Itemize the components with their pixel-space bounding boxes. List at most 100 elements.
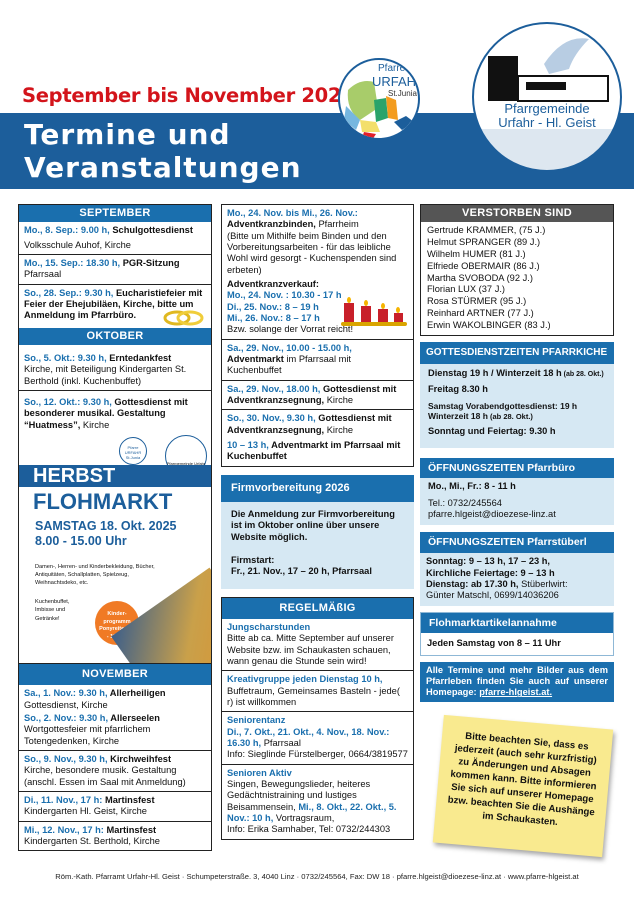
event-entry: Seniorentanz Di., 7. Okt., 21. Okt., 4. N… (222, 711, 413, 763)
pfarrgemeinde-hl-geist-logo: Pfarrgemeinde Urfahr - Hl. Geist (472, 22, 622, 172)
logo-text: St.Junia (388, 89, 417, 98)
schedule-note: (ab 28. Okt.) (487, 411, 533, 421)
event-entry: Jungscharstunden Bitte ab ca. Mitte Septe… (222, 619, 413, 670)
event-date: Mi., 12. Nov., 17 h: (24, 824, 104, 835)
schedule-line: Dienstag 19 h / Winterzeit 18 h (ab 28. … (428, 368, 606, 380)
event-date: Sa., 1. Nov.: 9.30 h, (24, 688, 108, 699)
office-phone: Tel.: 0732/245564 (428, 497, 502, 508)
contact-line: Günter Matschl, 0699/14036206 (426, 590, 559, 601)
schedule-line: Freitag 8.30 h (428, 384, 488, 395)
footer-address: Röm.-Kath. Pfarramt Urfahr-Hl. Geist · S… (55, 872, 579, 881)
pfarrbuero-section: ÖFFNUNGSZEITEN Pfarrbüro Mo., Mi., Fr.: … (420, 457, 614, 526)
event-entry: So., 12. Okt.: 9.30 h, Gottesdienst mit … (19, 390, 211, 433)
date-range-heading: September bis November 2025 (22, 84, 355, 107)
event-title: Adventkranzverkauf: (227, 278, 319, 289)
left-column: SEPTEMBER Mo., 8. Sep.: 9.00 h, Schulgot… (18, 204, 212, 852)
schedule-text: Dienstag 19 h / Winterzeit 18 h (428, 367, 562, 378)
event-detail: Bitte ab ca. Mitte September auf unserer… (227, 633, 394, 666)
page-title: Termine und Veranstaltungen (24, 118, 302, 184)
office-hours: Mo., Mi., Fr.: 8 - 11 h (428, 481, 516, 492)
event-date: So., 5. Okt.: 9.30 h, (24, 353, 107, 364)
pfarrstueberl-section: ÖFFNUNGSZEITEN Pfarrstüberl Sonntag: 9 –… (420, 532, 614, 606)
event-detail: Pfarrsaal (24, 269, 62, 280)
event-entry: Senioren Aktiv Singen, Bewegungslieder, h… (222, 763, 413, 839)
annahme-text: Jeden Samstag von 8 – 11 Uhr (427, 638, 561, 649)
event-entry: Mo., 8. Sep.: 9.00 h, Schulgottesdienst V… (19, 222, 211, 254)
event-title: Erntedankfest (106, 353, 172, 364)
event-detail: Kindergarten St. Berthold, Kirche (24, 836, 160, 847)
event-date: Mi., 8. Okt., 22. Okt., 5. Nov.: 10 h, (227, 801, 397, 823)
event-date: Mo., 15. Sep.: 18.30 h, (24, 258, 121, 269)
event-detail: Kirche (80, 419, 110, 430)
verstorben-section: VERSTORBEN SIND Gertrude KRAMMER, (75 J.… (420, 204, 614, 336)
event-detail: Buffetraum, Gemeinsames Basteln - jede( … (227, 685, 400, 707)
logo-line: Urfahr - Hl. Geist (498, 114, 596, 130)
deceased-name: Erwin WAKOLBINGER (83 J.) (427, 319, 551, 330)
event-title: Jungscharstunden (227, 622, 311, 633)
september-section: SEPTEMBER Mo., 8. Sep.: 9.00 h, Schulgot… (18, 204, 212, 434)
regelmaessig-section: REGELMÄßIG Jungscharstunden Bitte ab ca. … (221, 596, 414, 840)
section-header: Firmvorbereitung 2026 (221, 474, 414, 502)
flohmarkt-flyer: Pfarre URFAHR St.Junia Pfarrgemeinde Urf… (18, 433, 212, 664)
event-title: Schulgottesdienst (109, 225, 193, 236)
event-title: Kreativgruppe jeden Dienstag 10 h, (227, 674, 383, 685)
gottesdienstzeiten-section: GOTTESDIENSTZEITEN PFARRKICHE Dienstag 1… (420, 341, 614, 448)
event-title: Senioren Aktiv (227, 767, 292, 778)
flyer-date: SAMSTAG 18. Okt. 2025 (35, 519, 177, 534)
event-date: Sa., 29. Nov., 18.00 h, (227, 383, 321, 394)
schedule-line: Samstag Vorabendgottesdienst: 19 h Winter… (428, 401, 606, 422)
event-entry: Sa., 1. Nov.: 9.30 h, Allerheiligen Gotte… (19, 685, 211, 750)
event-date: So., 30. Nov., 9.30 h, (227, 413, 316, 424)
sticky-note: Bitte beachten Sie, dass es jederzeit (a… (432, 714, 614, 858)
hours-line: Stüberlwirt: (518, 578, 568, 589)
event-entry: Mi., 12. Nov., 17 h: Martinsfest Kinderga… (19, 820, 211, 851)
deceased-name: Elfriede OBERMAIR (86 J.) (427, 260, 540, 271)
section-header: ÖFFNUNGSZEITEN Pfarrstüberl (420, 532, 614, 554)
flyer-title: HERBST (33, 465, 116, 488)
section-header: SEPTEMBER (19, 205, 211, 223)
title-line: Termine und (24, 118, 231, 151)
event-entry: So., 28. Sep.: 9.30 h, Eucharistiefeier … (19, 283, 211, 328)
event-title: Eucharistiefeier mit Feier der Ehejubilä… (24, 287, 203, 321)
hours-line: Sonntag: 9 – 13 h, 17 – 23 h, (426, 556, 551, 567)
event-date: Sa., 29. Nov., 10.00 - 15.00 h, (227, 342, 352, 353)
deceased-list: Gertrude KRAMMER, (75 J.) Helmut SPRANGER… (421, 222, 613, 334)
event-date: Mi., 26. Nov.: 8 – 17 h (227, 312, 320, 323)
event-title: Allerseelen (108, 713, 160, 724)
section-header: ÖFFNUNGSZEITEN Pfarrbüro (420, 457, 614, 479)
flohmarktannahme-section: Flohmarktartikelannahme Jeden Samstag vo… (420, 611, 614, 656)
event-entry: Mo., 24. Nov. bis Mi., 26. Nov.: Adventk… (222, 205, 413, 339)
event-entry: Sa., 29. Nov., 10.00 - 15.00 h, Adventma… (222, 338, 413, 380)
office-email[interactable]: pfarre.hlgeist@dioezese-linz.at (428, 509, 556, 520)
firmvorbereitung-section: Firmvorbereitung 2026 Die Anmeldung zur … (221, 474, 414, 589)
deceased-name: Helmut SPRANGER (89 J.) (427, 237, 541, 248)
section-header: NOVEMBER (19, 664, 211, 686)
pfarre-urfahr-logo: Pfarre URFAHR St.Junia (338, 58, 420, 140)
event-title: Kirchweihfest (107, 754, 172, 765)
logo-text: Pfarre (378, 63, 406, 74)
event-detail: Kirche (324, 394, 354, 405)
flyer-logo: Pfarre URFAHR St.Junia (119, 437, 147, 466)
event-info: Info: Sieglinde Fürstelberger, 0664/3819… (227, 749, 408, 760)
event-date: Di., 25. Nov.: 8 – 19 h (227, 301, 319, 312)
hours-line: Dienstag: ab 17.30 h, (426, 578, 519, 589)
flyer-items: Damen-, Herren- und Kinderbekleidung, Bü… (35, 564, 155, 587)
event-date: So., 12. Okt.: 9.30 h, (24, 397, 112, 408)
event-entry: So., 30. Nov., 9.30 h, Gottesdienst mit … (222, 409, 413, 465)
event-title: Adventmarkt (227, 353, 284, 364)
firmung-start: Fr., 21. Nov., 17 – 20 h, Pfarrsaal (231, 566, 372, 577)
event-title: Gottesdienst mit Adventkranzsegnung, (227, 413, 392, 435)
homepage-link[interactable]: pfarre-hlgeist.at. (479, 687, 553, 698)
section-header: GOTTESDIENSTZEITEN PFARRKICHE (420, 341, 614, 364)
november-section: NOVEMBER Sa., 1. Nov.: 9.30 h, Allerheil… (18, 663, 212, 852)
event-date: Mo., 24. Nov. : 10.30 - 17 h (227, 290, 342, 301)
deceased-name: Florian LUX (37 J.) (427, 284, 506, 295)
section-header: OKTOBER (19, 327, 211, 346)
logo-text: URFAHR (372, 74, 418, 89)
event-title: Allerheiligen (107, 688, 166, 699)
deceased-name: Martha SVOBODA (92 J.) (427, 272, 533, 283)
event-detail: Gottesdienst, Kirche (24, 699, 108, 710)
logo-line: Pfarrgemeinde (504, 101, 590, 116)
event-entry: So., 5. Okt.: 9.30 h, Erntedankfest Kirch… (19, 345, 211, 390)
event-title: Seniorentanz (227, 715, 286, 726)
